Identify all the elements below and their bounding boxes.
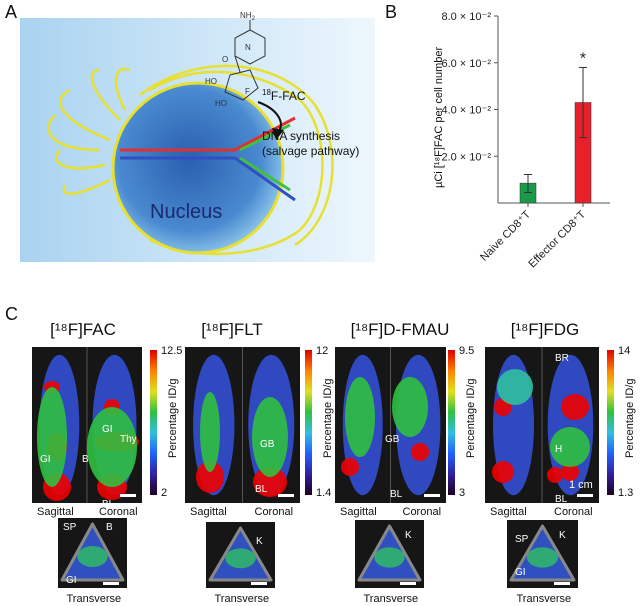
transverse-label: Transverse: [214, 593, 270, 605]
colorbar-max: 12: [316, 345, 329, 357]
organ-label: BL: [390, 489, 403, 500]
y-tick-label: 2.0 × 10⁻²: [441, 151, 491, 163]
colorbar-min: 3: [459, 487, 466, 499]
y-tick-label: 8.0 × 10⁻²: [441, 11, 491, 23]
atom-f: F: [245, 87, 250, 96]
colorbar-label: Percentage ID/g: [624, 378, 636, 459]
organ-label: B: [106, 522, 113, 533]
pet-ct-image: GB BL: [185, 347, 300, 503]
coronal-label: Coronal: [254, 506, 294, 518]
sagittal-label: Sagittal: [490, 506, 527, 518]
scale-bar: [278, 494, 294, 497]
scale-bar: [577, 494, 593, 497]
y-tick-label: 4.0 × 10⁻²: [441, 105, 491, 117]
transverse-label: Transverse: [66, 593, 122, 605]
organ-label: SP: [63, 522, 77, 533]
colorbar: [150, 350, 157, 495]
organ-label: BL: [102, 499, 115, 503]
colorbar-label: Percentage ID/g: [322, 378, 334, 459]
dna-fork: [120, 116, 296, 202]
process-line1: DNA synthesis: [262, 129, 340, 143]
atom-o: O: [222, 55, 228, 64]
organ-label: GI: [40, 454, 51, 465]
transverse-image: K: [206, 522, 275, 588]
organ-label: K: [256, 536, 263, 547]
transverse-image: K: [355, 520, 424, 588]
y-axis-label: µCi [¹⁸F]FAC per cell number: [433, 46, 445, 188]
amine-label: NH2: [240, 11, 256, 22]
nucleus: [111, 81, 285, 255]
transverse-label: Transverse: [516, 593, 572, 605]
colorbar-label: Percentage ID/g: [167, 378, 179, 459]
colorbar: [607, 350, 614, 495]
panel-a-label: A: [5, 2, 18, 22]
colorbar-min: 2: [161, 487, 168, 499]
panel-a-diagram: Nucleus NH2 N O HO HO F 18F-FAC DNA synt…: [20, 11, 375, 262]
colorbar-max: 14: [618, 345, 631, 357]
organ-label: K: [559, 530, 566, 541]
colorbar-min: 1.4: [316, 487, 332, 499]
nucleus-label: Nucleus: [150, 201, 222, 223]
organ-label: GB: [385, 434, 400, 445]
organ-label: GI: [66, 575, 77, 586]
bar-chart: 2.0 × 10⁻² 4.0 × 10⁻² 6.0 × 10⁻² 8.0 × 10⁻²…: [441, 11, 610, 270]
organ-label: B: [82, 454, 89, 465]
organ-label: SP: [515, 534, 529, 545]
arrow-head-icon: [272, 128, 284, 140]
scale-label: 1 cm: [569, 479, 593, 491]
colorbar-label: Percentage ID/g: [465, 378, 477, 459]
panel-c-label: C: [5, 304, 18, 324]
panel-b-label: B: [385, 2, 398, 22]
transverse-label: Transverse: [363, 593, 419, 605]
scale-bar: [424, 494, 440, 497]
transverse-image: SP K GI: [507, 520, 578, 588]
organ-label: Thy: [120, 434, 137, 445]
colorbar-max: 9.5: [459, 345, 475, 357]
scale-bar: [120, 494, 136, 497]
tracer-title: [¹⁸F]FAC: [50, 320, 116, 339]
coronal-label: Coronal: [402, 506, 442, 518]
tracer-title: [¹⁸F]D-FMAU: [350, 320, 450, 339]
atom-n: N: [245, 43, 251, 52]
colorbar-min: 1.3: [618, 487, 634, 499]
tracer-label: 18F-FAC: [262, 88, 306, 103]
x-tick-label: Naive CD8⁺T: [478, 208, 533, 263]
coronal-label: Coronal: [554, 506, 593, 518]
organ-label: GI: [102, 424, 113, 435]
tracer-title: [¹⁸F]FLT: [201, 320, 263, 339]
organ-label: BL: [555, 494, 568, 503]
tracer-title: [¹⁸F]FDG: [510, 320, 580, 339]
x-tick-label: Effector CD8⁺T: [526, 208, 588, 270]
pet-ct-image: Thy GI B GI BL: [32, 347, 142, 503]
y-tick-label: 6.0 × 10⁻²: [441, 58, 491, 70]
pet-ct-image: BR H BL: [485, 347, 599, 503]
pet-ct-image: GB BL: [335, 347, 446, 503]
coronal-label: Coronal: [99, 506, 138, 518]
transverse-image: SP B GI: [58, 518, 127, 588]
colorbar: [448, 350, 455, 495]
organ-label: K: [405, 530, 412, 541]
endoplasmic-reticulum: [47, 64, 334, 256]
organ-label: BR: [555, 353, 569, 364]
significance-marker: *: [580, 50, 586, 67]
sagittal-label: Sagittal: [340, 506, 377, 518]
colorbar-max: 12.5: [161, 345, 183, 357]
atom-ho: HO: [205, 77, 217, 86]
atom-ho: HO: [215, 99, 227, 108]
process-line2: (salvage pathway): [262, 144, 359, 158]
sagittal-label: Sagittal: [190, 506, 227, 518]
fac-molecule: [224, 20, 266, 101]
organ-label: GB: [260, 439, 275, 450]
sagittal-label: Sagittal: [37, 506, 74, 518]
colorbar: [305, 350, 312, 495]
organ-label: BL: [255, 484, 268, 495]
organ-label: H: [555, 444, 562, 455]
organ-label: GI: [515, 567, 526, 578]
